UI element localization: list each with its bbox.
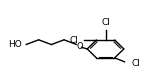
Text: Cl: Cl [101,18,110,27]
Text: O: O [76,42,83,51]
Text: HO: HO [8,40,22,49]
Text: Cl: Cl [69,36,78,45]
Text: Cl: Cl [132,59,140,68]
